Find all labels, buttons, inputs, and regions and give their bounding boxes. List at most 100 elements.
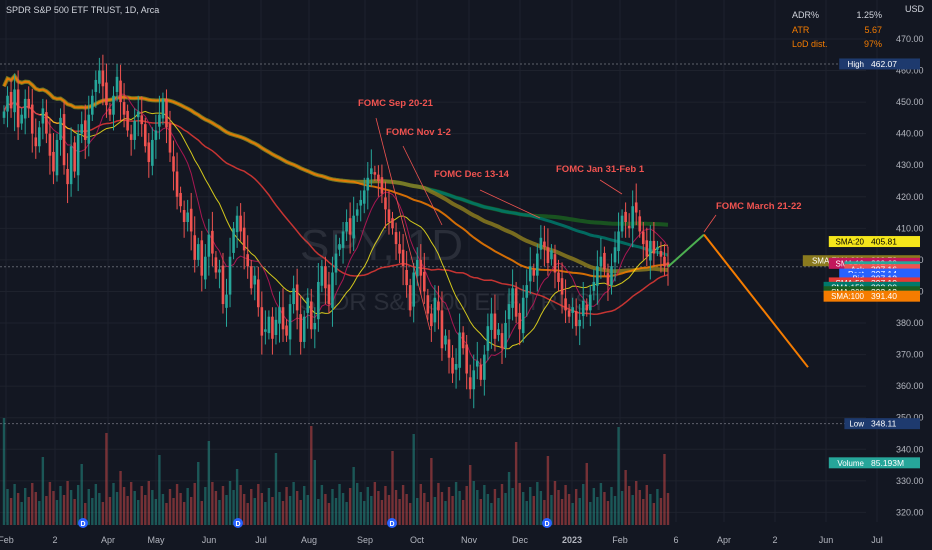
- candle-body: [419, 259, 423, 276]
- candle-body: [518, 312, 521, 330]
- annotation-label: FOMC March 21-22: [716, 201, 802, 212]
- candle-body: [295, 284, 299, 311]
- time-tick-label: Dec: [512, 535, 529, 545]
- candle-body: [511, 288, 514, 308]
- candle-body: [652, 240, 656, 254]
- volume-bar: [324, 494, 327, 525]
- volume-bar: [108, 497, 112, 525]
- candle-body: [143, 124, 147, 147]
- annotation-pointer-line: [375, 117, 431, 331]
- candle-body: [627, 225, 631, 229]
- candle-body: [645, 240, 649, 257]
- price-tag-label-bg: [828, 457, 868, 469]
- price-tag-label: High: [848, 60, 864, 69]
- volume-bar: [225, 495, 228, 525]
- candle-body: [13, 89, 16, 113]
- candle-body: [165, 98, 168, 128]
- time-tick-label: Jul: [871, 535, 883, 545]
- volume-bar: [232, 490, 235, 525]
- dividend-marker-icon[interactable]: [78, 518, 88, 528]
- volume-bar: [585, 463, 588, 525]
- candle-body: [327, 284, 331, 305]
- volume-bar: [197, 462, 200, 525]
- volume-bar: [239, 485, 242, 525]
- candle-body: [483, 354, 486, 380]
- candle-body: [613, 247, 617, 263]
- candle-body: [546, 247, 550, 264]
- candle-body: [87, 114, 91, 144]
- volume-bar: [341, 493, 345, 525]
- volume-bar: [610, 487, 613, 525]
- candle-body: [564, 298, 567, 311]
- volume-bar: [405, 494, 408, 525]
- candle-body: [444, 335, 447, 345]
- volume-bar: [105, 433, 108, 525]
- candle-body: [41, 108, 45, 124]
- volume-bar: [34, 492, 37, 525]
- volume-bar: [511, 488, 514, 525]
- candle-body: [581, 300, 585, 317]
- candle-body: [264, 329, 267, 332]
- watermark-symbol: SPY, 1D: [300, 221, 463, 270]
- candle-body: [55, 139, 59, 176]
- volume-bar: [532, 496, 535, 525]
- candle-body: [341, 231, 345, 248]
- candle-body: [366, 177, 370, 191]
- candle-body: [497, 329, 500, 335]
- volume-bar: [578, 498, 581, 525]
- candle-body: [267, 316, 271, 334]
- candle-body: [553, 254, 557, 273]
- volume-bar: [507, 472, 511, 525]
- candle-body: [140, 115, 144, 125]
- volume-bar: [497, 498, 500, 525]
- dividend-marker-icon[interactable]: [387, 518, 397, 528]
- candle-body: [30, 104, 34, 134]
- volume-bar: [504, 493, 507, 525]
- dividend-marker-icon[interactable]: [233, 518, 243, 528]
- price-tag-label-bg: [823, 290, 868, 302]
- annotation-label: FOMC Sep 20-21: [358, 98, 434, 109]
- time-tick-label: Jun: [202, 535, 217, 545]
- volume-bar: [476, 490, 479, 525]
- time-tick-label: 2023: [562, 535, 582, 545]
- candle-body: [175, 171, 179, 197]
- candle-body: [249, 266, 253, 289]
- candle-body: [599, 256, 603, 267]
- dividend-marker-icon[interactable]: [542, 518, 552, 528]
- volume-bar: [338, 484, 341, 525]
- volume-bar: [2, 418, 6, 525]
- candle-body: [574, 311, 578, 327]
- candle-body: [196, 244, 200, 260]
- candle-body: [663, 256, 666, 267]
- volume-bar: [553, 481, 557, 525]
- volume-bar: [62, 495, 66, 525]
- candle-body: [200, 240, 204, 276]
- volume-bar: [539, 491, 543, 525]
- volume-bar: [440, 492, 444, 525]
- candle-body: [302, 316, 306, 342]
- volume-bar: [267, 488, 271, 525]
- volume-bar: [140, 486, 143, 525]
- volume-bar: [447, 487, 451, 525]
- volume-bar: [574, 489, 578, 525]
- candle-body: [659, 251, 663, 257]
- volume-bar: [87, 489, 90, 525]
- price-tag-value-bg: [868, 290, 920, 302]
- candle-body: [193, 235, 197, 260]
- candle-body: [73, 142, 76, 172]
- candle-body: [168, 123, 172, 153]
- candle-body: [288, 304, 292, 340]
- volume-bar: [666, 493, 670, 525]
- volume-bar: [571, 503, 574, 525]
- volume-bar: [271, 497, 274, 525]
- volume-bar: [416, 498, 419, 525]
- volume-bar: [352, 467, 355, 525]
- candle-body: [151, 139, 154, 166]
- projection-down-line: [703, 234, 809, 368]
- volume-bar: [589, 502, 592, 525]
- price-tick-label: 420.00: [896, 192, 924, 202]
- price-tag-high: High 462.07: [839, 58, 920, 70]
- candle-body: [182, 210, 186, 222]
- time-tick-label: Jun: [819, 535, 834, 545]
